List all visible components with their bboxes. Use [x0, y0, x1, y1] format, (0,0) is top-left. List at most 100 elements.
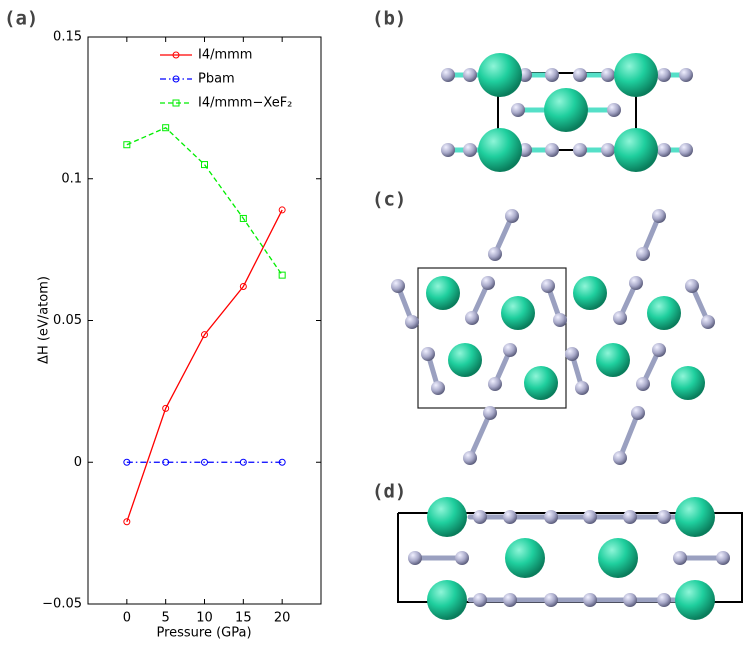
legend-marker [172, 51, 180, 59]
xe-atom [573, 276, 607, 310]
f-atom [473, 510, 487, 524]
f-atom [601, 68, 615, 82]
marker [278, 206, 286, 214]
x-tick-label: 15 [235, 611, 252, 626]
f-atom [652, 209, 666, 223]
f-atom [544, 510, 558, 524]
xe-atom [427, 580, 467, 620]
f-atom [575, 381, 589, 395]
panel-label: (b) [372, 8, 406, 30]
f-atom [613, 311, 627, 325]
f-atom [583, 510, 597, 524]
f-atom [701, 315, 715, 329]
marker [162, 404, 170, 412]
f-atom [463, 143, 477, 157]
xe-atom [614, 128, 658, 172]
marker [201, 161, 208, 169]
xe-atom [478, 128, 522, 172]
f-atom [544, 593, 558, 607]
unit-cell [497, 72, 637, 151]
xe-atom [614, 53, 658, 97]
f-atom [657, 68, 671, 82]
xe-atom [501, 296, 535, 330]
legend-label: I4/mmm−XeF₂ [198, 96, 292, 111]
y-tick-label: 0.15 [53, 30, 82, 45]
legend-marker [172, 99, 180, 107]
f-atom [441, 143, 455, 157]
marker [239, 214, 247, 222]
f-atom [483, 406, 497, 420]
f-atom [503, 593, 517, 607]
xe-atom [505, 538, 545, 578]
xe-atom [448, 343, 482, 377]
f-atom [421, 347, 435, 361]
marker [201, 331, 208, 339]
x-axis-label: Pressure (GPa) [156, 626, 251, 641]
xe-atom [544, 88, 588, 132]
f-atom [583, 593, 597, 607]
panel-label: (a) [4, 8, 38, 30]
f-atom [441, 68, 455, 82]
f-atom [636, 247, 650, 261]
f-atom [488, 247, 502, 261]
f-atom [623, 510, 637, 524]
f-atom [573, 143, 587, 157]
f-atom [673, 551, 687, 565]
panel-label: (d) [372, 481, 406, 503]
f-atom [431, 381, 445, 395]
f-atom [601, 143, 615, 157]
f-atom [465, 311, 479, 325]
f-atom [679, 143, 693, 157]
legend-label: I4/mmm [198, 48, 252, 63]
axes-box [87, 36, 322, 605]
f-atom [545, 143, 559, 157]
x-tick-label: 10 [196, 611, 213, 626]
marker [123, 518, 131, 526]
f-atom [391, 279, 405, 293]
f-atom [657, 593, 671, 607]
f-atom [488, 377, 502, 391]
series-line [126, 209, 283, 522]
marker [239, 458, 247, 466]
xe-atom [478, 53, 522, 97]
xe-atom [675, 497, 715, 537]
y-tick-label: 0.05 [53, 313, 82, 328]
y-tick-label: −0.05 [42, 597, 82, 612]
x-tick-label: 20 [274, 611, 291, 626]
f-atom [565, 347, 579, 361]
f-atom [463, 68, 477, 82]
f-atom [573, 68, 587, 82]
bond [617, 410, 641, 461]
xe-atom [426, 276, 460, 310]
bond [467, 410, 493, 461]
f-atom [473, 593, 487, 607]
y-tick-label: 0 [74, 455, 82, 470]
f-atom [541, 279, 555, 293]
marker [123, 458, 131, 466]
plot-area: Pressure (GPa) ΔH (eV/atom) −0.05 0 0.05 0.… [37, 30, 322, 641]
marker [162, 458, 170, 466]
xe-atom [596, 343, 630, 377]
f-atom [607, 103, 621, 117]
xe-atom [671, 366, 705, 400]
marker [278, 458, 286, 466]
f-atom [405, 315, 419, 329]
x-tick-label: 0 [123, 611, 131, 626]
f-atom [636, 377, 650, 391]
f-atom [716, 551, 730, 565]
x-tick-label: 5 [162, 611, 170, 626]
xe-atom [675, 580, 715, 620]
f-atom [505, 209, 519, 223]
f-atom [503, 343, 517, 357]
f-atom [408, 551, 422, 565]
f-atom [629, 276, 643, 290]
marker [162, 124, 170, 132]
panel-label: (c) [372, 189, 406, 211]
f-atom [545, 68, 559, 82]
xe-atom [427, 497, 467, 537]
f-atom [613, 451, 627, 465]
f-atom [553, 313, 567, 327]
f-atom [623, 593, 637, 607]
xe-atom [647, 296, 681, 330]
